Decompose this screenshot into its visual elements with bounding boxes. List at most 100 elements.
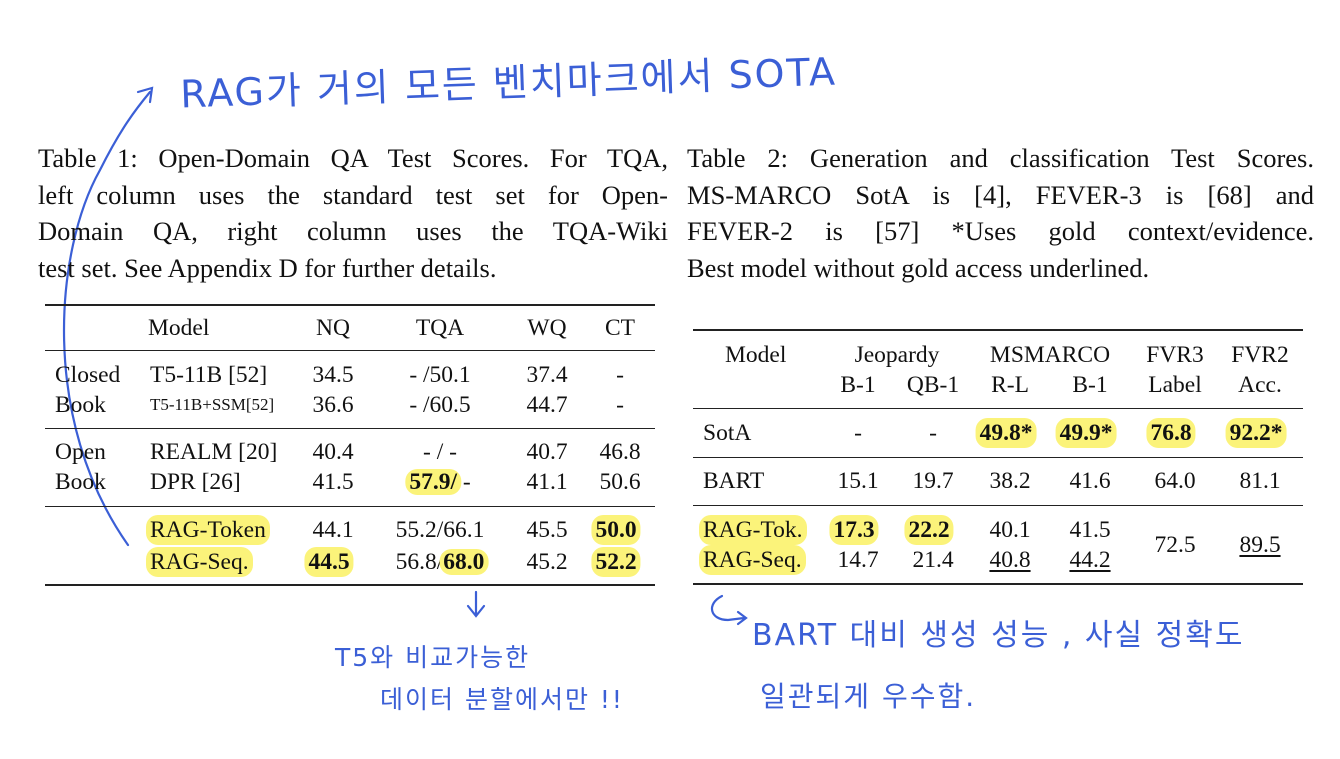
row-group: Open — [55, 439, 106, 465]
column-header: Jeopardy — [854, 342, 940, 368]
row-label: RAG-Seq. — [699, 545, 806, 575]
cell: - /50.1 — [409, 362, 471, 388]
table-rule — [693, 583, 1303, 585]
cell: 45.2 — [526, 549, 568, 575]
annotation-right: BART 대비 생성 성능 , 사실 정확도 — [752, 618, 1245, 653]
row-group: Closed — [55, 362, 121, 388]
column-subheader: B-1 — [840, 372, 876, 398]
row-label: SotA — [703, 420, 752, 446]
cell-part: - — [456, 469, 471, 495]
cell: 44.1 — [312, 517, 354, 543]
column-header: NQ — [316, 315, 350, 341]
cell: 89.5 — [1239, 532, 1281, 558]
row-label: RAG-Seq. — [146, 547, 253, 577]
annotation-right: 일관되게 우수함. — [760, 680, 977, 713]
cell-part: 68.0 — [439, 549, 489, 575]
caption-line: MS-MARCO SotA is [4], FEVER-3 is [68] an… — [687, 179, 1314, 210]
cell: 92.2* — [1225, 418, 1287, 448]
arrow-down — [466, 590, 486, 618]
cell: 64.0 — [1154, 468, 1196, 494]
cell: 56.8/68.0 — [395, 547, 489, 577]
cell: 36.6 — [312, 392, 354, 418]
cell: 44.5 — [304, 547, 354, 577]
column-header: Model — [725, 342, 787, 368]
caption-line: Domain QA, right column uses the TQA-Wik… — [38, 216, 668, 246]
annotation-left: T5와 비교가능한 — [335, 643, 531, 672]
cell-part: 57.9/ — [405, 469, 461, 495]
cell: 50.0 — [591, 515, 641, 545]
cell: 44.7 — [526, 392, 568, 418]
caption-line: Best model without gold access underline… — [687, 252, 1150, 283]
table-rule — [45, 584, 655, 586]
cell: 52.2 — [591, 547, 641, 577]
column-header: MSMARCO — [989, 342, 1111, 368]
table-rule — [45, 428, 655, 429]
cell: 55.2/66.1 — [395, 517, 485, 543]
column-header: FVR3 — [1146, 342, 1204, 368]
cell: 41.6 — [1069, 468, 1111, 494]
table-rule — [693, 408, 1303, 409]
row-label: DPR [26] — [150, 469, 241, 495]
column-header: WQ — [527, 315, 567, 341]
cell: 40.4 — [312, 439, 354, 465]
arrow-hook — [711, 594, 748, 626]
cell: - — [616, 362, 624, 388]
cell: 40.1 — [989, 517, 1031, 543]
cell: 49.8* — [975, 418, 1037, 448]
row-label: BART — [703, 468, 765, 494]
cell: 72.5 — [1154, 532, 1196, 558]
table-rule — [45, 506, 655, 507]
column-subheader: B-1 — [1072, 372, 1108, 398]
cell: 34.5 — [312, 362, 354, 388]
column-header: TQA — [415, 315, 465, 341]
table-rule — [693, 329, 1303, 331]
row-label: T5-11B+SSM[52] — [150, 395, 275, 414]
row-group: Book — [55, 392, 106, 418]
cell: 46.8 — [599, 439, 641, 465]
arrow-line — [62, 90, 152, 547]
table-rule — [693, 457, 1303, 458]
column-subheader: QB-1 — [906, 372, 960, 398]
row-group: Book — [55, 469, 106, 495]
row-label: T5-11B [52] — [150, 362, 268, 388]
caption: Table 2: Generation and classification T… — [687, 140, 1314, 286]
cell: - — [929, 420, 937, 446]
caption: Table 1: Open-Domain QA Test Scores. For… — [38, 140, 668, 286]
row-label: REALM [20] — [150, 439, 278, 465]
column-subheader: Acc. — [1238, 372, 1282, 398]
row-label: RAG-Token — [146, 515, 270, 545]
table-rule — [45, 350, 655, 351]
cell: - — [854, 420, 862, 446]
cell-part: 56.8/ — [395, 549, 444, 575]
cell: 14.7 — [837, 547, 879, 573]
arrow-head — [136, 86, 154, 104]
annotation-left: 데이터 분할에서만 !! — [380, 685, 624, 714]
cell: 50.6 — [599, 469, 641, 495]
cell: - — [616, 392, 624, 418]
cell: 17.3 — [829, 515, 879, 545]
cell: 40.8 — [989, 547, 1031, 573]
column-header: FVR2 — [1231, 342, 1289, 368]
caption-line: left column uses the standard test set f… — [38, 179, 668, 210]
cell: 38.2 — [989, 468, 1031, 494]
column-subheader: Label — [1148, 372, 1202, 398]
cell: 21.4 — [912, 547, 954, 573]
cell: 44.2 — [1069, 547, 1111, 573]
caption-line: Table 1: Open-Domain QA Test Scores. For… — [38, 143, 668, 173]
cell: 81.1 — [1239, 468, 1281, 494]
cell: 15.1 — [837, 468, 879, 494]
table-rule — [45, 304, 655, 306]
caption-line: test set. See Appendix D for further det… — [38, 252, 497, 283]
cell: - / - — [423, 439, 457, 465]
table-rule — [693, 505, 1303, 506]
cell: 76.8 — [1146, 418, 1196, 448]
caption-line: FEVER-2 is [57] *Uses gold context/evide… — [687, 216, 1314, 246]
column-subheader: R-L — [991, 372, 1029, 398]
cell: 49.9* — [1055, 418, 1117, 448]
cell: 45.5 — [526, 517, 568, 543]
column-header: CT — [604, 315, 636, 341]
cell: 41.5 — [1069, 517, 1111, 543]
cell: 41.5 — [312, 469, 354, 495]
